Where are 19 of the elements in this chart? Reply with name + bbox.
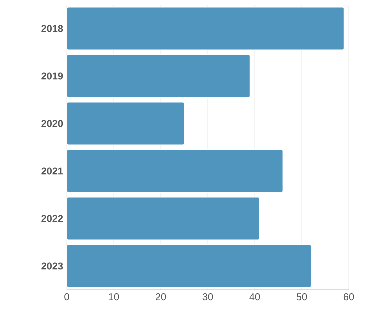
y-tick-label: 2022 xyxy=(42,215,64,222)
x-tick-label: 0 xyxy=(64,294,70,301)
y-tick-label: 2021 xyxy=(42,168,64,175)
y-tick-label: 2018 xyxy=(42,25,64,32)
x-tick-label: 40 xyxy=(250,294,260,301)
bar xyxy=(66,102,185,146)
x-tick-label: 30 xyxy=(202,294,214,301)
y-tick-label: 2023 xyxy=(42,262,64,270)
y-tick-label: 2019 xyxy=(42,72,64,80)
bar xyxy=(66,196,260,241)
x-tick-label: 50 xyxy=(296,294,308,301)
bar xyxy=(66,6,345,51)
y-tick-label: 2020 xyxy=(42,120,64,128)
x-tick-label: 10 xyxy=(109,294,120,301)
bar xyxy=(66,149,284,194)
x-tick-label: 20 xyxy=(156,294,166,301)
bar xyxy=(66,54,251,98)
bar xyxy=(66,244,312,288)
x-tick-label: 60 xyxy=(344,294,354,301)
